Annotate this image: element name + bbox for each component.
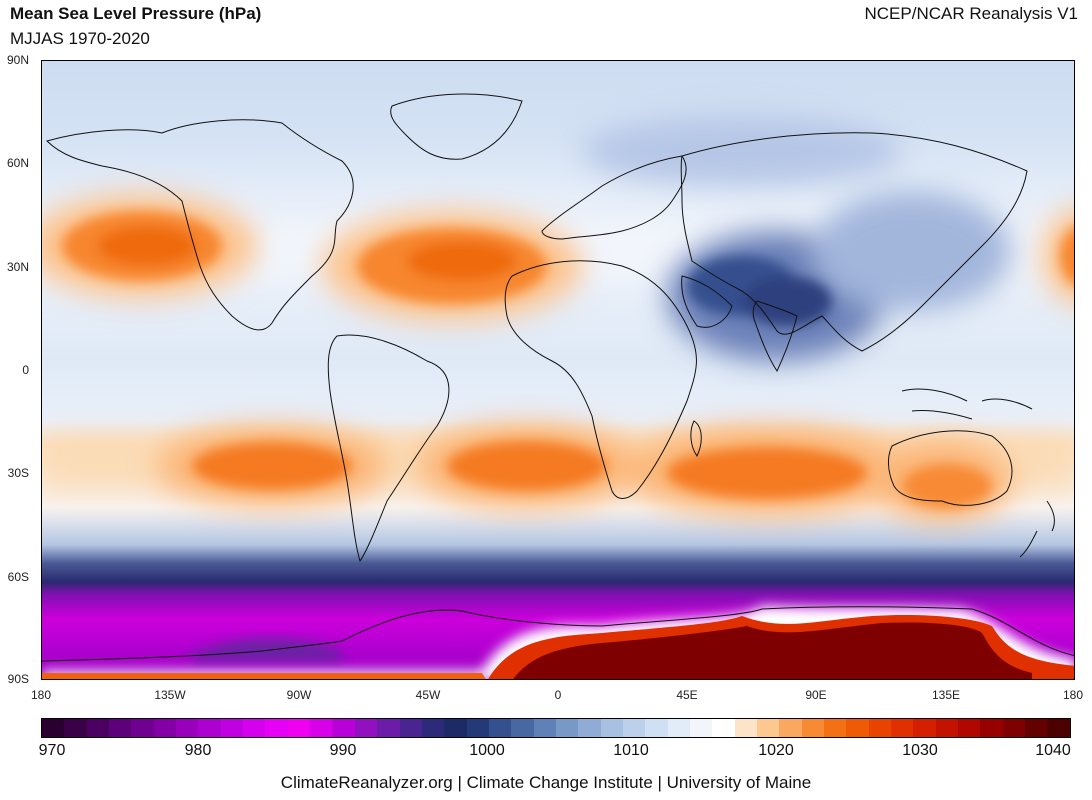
colorbar-swatch — [354, 719, 378, 737]
colorbar-swatch — [198, 719, 221, 737]
lat-tick: 30S — [7, 466, 29, 480]
colorbar-swatch — [779, 719, 802, 737]
colorbar-swatch — [801, 719, 825, 737]
colorbar-swatch — [466, 719, 489, 737]
colorbar-swatch — [846, 719, 869, 737]
colorbar-swatch — [868, 719, 892, 737]
colorbar-tick: 970 — [38, 742, 66, 759]
background-field — [42, 61, 1074, 679]
colorbar-tick: 990 — [329, 742, 357, 759]
colorbar-swatch — [1002, 719, 1026, 737]
colorbar-swatch — [265, 719, 288, 737]
lon-tick: 180 — [1062, 688, 1084, 702]
colorbar-swatch — [533, 719, 556, 737]
colorbar-swatch — [891, 719, 914, 737]
colorbar-swatch — [980, 719, 1003, 737]
colorbar-tick: 1030 — [902, 742, 938, 759]
colorbar-swatch — [757, 719, 780, 737]
colorbar-swatch — [578, 719, 601, 737]
colorbar-swatch — [42, 719, 65, 737]
colorbar-tick: 1000 — [469, 742, 505, 759]
lat-tick: 0 — [22, 363, 29, 377]
colorbar-swatch — [176, 719, 199, 737]
colorbar — [41, 718, 1071, 738]
lon-tick: 180 — [30, 688, 52, 702]
footer-credit: ClimateReanalyzer.org | Climate Change I… — [280, 773, 812, 792]
colorbar-tick: 980 — [184, 742, 212, 759]
lat-tick: 30N — [6, 260, 29, 274]
colorbar-swatch — [488, 719, 512, 737]
colorbar-swatch — [1025, 719, 1048, 737]
colorbar-swatch — [555, 719, 579, 737]
lat-tick: 90N — [6, 53, 29, 67]
colorbar-tick: 1010 — [613, 742, 649, 759]
colorbar-swatch — [645, 719, 668, 737]
colorbar-swatch — [377, 719, 400, 737]
lon-tick: 90E — [805, 688, 827, 702]
colorbar-swatch — [64, 719, 87, 737]
north-pacific-high-east — [1042, 208, 1074, 304]
colorbar-swatch — [667, 719, 690, 737]
pressure-map — [41, 60, 1075, 680]
colorbar-swatch — [86, 719, 110, 737]
colorbar-swatch — [243, 719, 266, 737]
lat-tick: 60N — [6, 156, 29, 170]
colorbar-swatch — [712, 719, 735, 737]
lat-tick: 90S — [7, 672, 29, 686]
colorbar-swatch — [511, 719, 534, 737]
lon-tick: 135W — [154, 688, 186, 702]
map-subtitle: MJJAS 1970-2020 — [10, 29, 150, 48]
colorbar-swatch — [421, 719, 445, 737]
colorbar-swatch — [1047, 719, 1070, 737]
colorbar-swatch — [332, 719, 355, 737]
colorbar-tick: 1020 — [758, 742, 794, 759]
colorbar-swatch — [600, 719, 623, 737]
colorbar-swatch — [734, 719, 757, 737]
colorbar-swatch — [287, 719, 311, 737]
data-source: NCEP/NCAR Reanalysis V1 — [864, 4, 1078, 23]
colorbar-swatch — [913, 719, 936, 737]
colorbar-swatch — [109, 719, 132, 737]
colorbar-swatch — [153, 719, 177, 737]
colorbar-swatch — [220, 719, 244, 737]
lon-tick: 135E — [931, 688, 961, 702]
colorbar-tick: 1040 — [1035, 742, 1071, 759]
map-title: Mean Sea Level Pressure (hPa) — [10, 4, 262, 23]
circumpolar-trough — [192, 638, 342, 661]
lon-tick: 45W — [415, 688, 441, 702]
colorbar-swatch — [310, 719, 333, 737]
colorbar-swatch — [622, 719, 646, 737]
colorbar-swatch — [444, 719, 467, 737]
coastlines — [42, 93, 1074, 662]
lat-tick: 60S — [7, 570, 29, 584]
colorbar-swatch — [958, 719, 981, 737]
colorbar-swatch — [824, 719, 847, 737]
colorbar-swatch — [689, 719, 713, 737]
pressure-field — [42, 61, 1074, 679]
colorbar-swatch — [935, 719, 959, 737]
lon-tick: 0 — [554, 688, 562, 702]
colorbar-swatch — [131, 719, 154, 737]
colorbar-swatch — [399, 719, 422, 737]
lon-tick: 90W — [286, 688, 312, 702]
lon-tick: 45E — [676, 688, 698, 702]
